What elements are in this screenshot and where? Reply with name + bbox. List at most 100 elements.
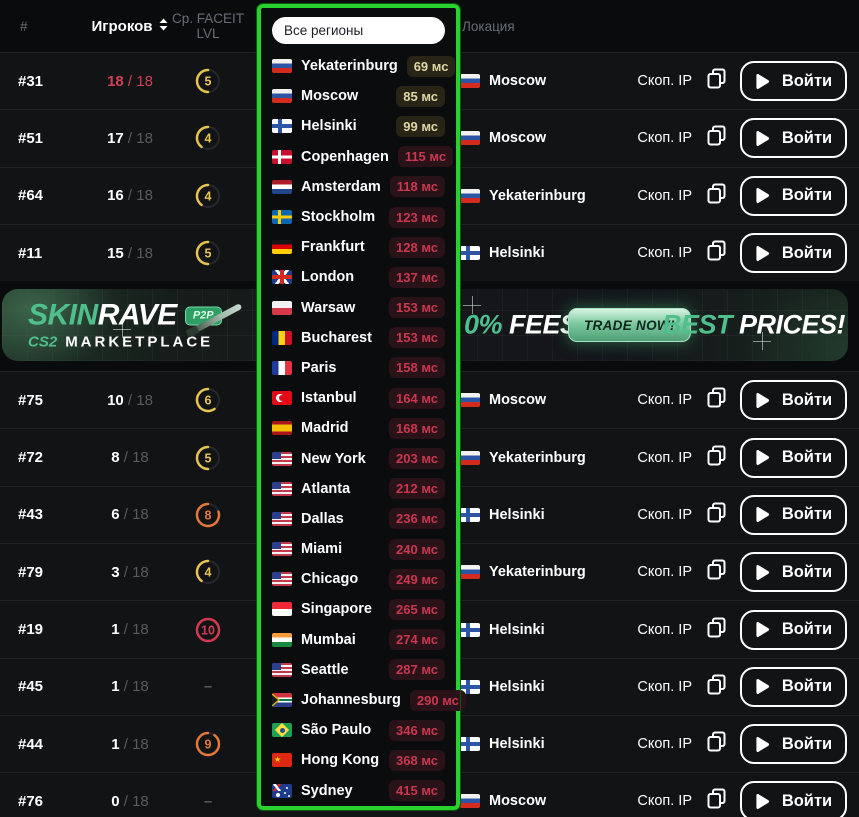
svg-text:10: 10	[201, 623, 215, 637]
join-button[interactable]: Войти	[740, 667, 847, 707]
region-option[interactable]: Sydney 415 мс	[272, 776, 445, 806]
region-option[interactable]: Mumbai 274 мс	[272, 625, 445, 655]
copy-ip-button[interactable]	[692, 181, 740, 211]
copy-ip-label[interactable]: Скоп. IP	[630, 507, 692, 523]
server-rank: #43	[0, 506, 90, 523]
sort-arrows-icon	[158, 18, 169, 35]
location-cell: Moscow	[460, 793, 630, 809]
join-button[interactable]: Войти	[740, 118, 847, 158]
faceit-level-gauge: 10	[170, 615, 246, 645]
region-option[interactable]: Johannesburg 290 мс	[272, 685, 445, 715]
region-option[interactable]: Madrid 168 мс	[272, 413, 445, 443]
region-ping-badge: 69 мс	[407, 56, 456, 77]
header-players-sort[interactable]: Игроков	[90, 18, 170, 35]
region-city: Atlanta	[301, 481, 350, 497]
join-cell: Войти	[740, 176, 859, 216]
flag-fi-icon	[460, 737, 480, 751]
brand-rave: RAVE	[98, 299, 177, 332]
region-option[interactable]: Stockholm 123 мс	[272, 202, 445, 232]
copy-ip-button[interactable]	[692, 615, 740, 645]
region-city: Warsaw	[301, 300, 355, 316]
region-option[interactable]: Moscow 85 мс	[272, 81, 445, 111]
header-players-label: Игроков	[91, 18, 152, 35]
join-button[interactable]: Войти	[740, 495, 847, 535]
region-option[interactable]: Singapore 265 мс	[272, 594, 445, 624]
server-rank: #31	[0, 73, 90, 90]
region-option[interactable]: Paris 158 мс	[272, 353, 445, 383]
copy-ip-label[interactable]: Скоп. IP	[630, 622, 692, 638]
join-button[interactable]: Войти	[740, 781, 847, 817]
region-dropdown: Yekaterinburg 69 мс Moscow 85 мс Helsink…	[257, 4, 460, 810]
region-search-input[interactable]	[272, 17, 445, 44]
copy-ip-label[interactable]: Скоп. IP	[630, 793, 692, 809]
region-option[interactable]: Miami 240 мс	[272, 534, 445, 564]
faceit-level-gauge: 9	[170, 729, 246, 759]
join-button[interactable]: Войти	[740, 176, 847, 216]
region-option[interactable]: Frankfurt 128 мс	[272, 232, 445, 262]
copy-ip-label[interactable]: Скоп. IP	[630, 130, 692, 146]
join-button[interactable]: Войти	[740, 724, 847, 764]
region-option[interactable]: São Paulo 346 мс	[272, 715, 445, 745]
region-option[interactable]: Dallas 236 мс	[272, 504, 445, 534]
join-button[interactable]: Войти	[740, 610, 847, 650]
server-browser-page: # Игроков Ср. FACEIT LVL Локация #31 18 …	[0, 0, 859, 817]
region-option[interactable]: Chicago 249 мс	[272, 564, 445, 594]
location-city: Helsinki	[489, 622, 545, 638]
region-option[interactable]: London 137 мс	[272, 262, 445, 292]
region-ping-badge: 368 мс	[389, 750, 445, 771]
copy-ip-button[interactable]	[692, 66, 740, 96]
location-city: Moscow	[489, 73, 546, 89]
zero-fees-text: 0% FEES	[464, 310, 578, 341]
region-option[interactable]: Warsaw 153 мс	[272, 293, 445, 323]
copy-ip-label[interactable]: Скоп. IP	[630, 736, 692, 752]
copy-ip-label[interactable]: Скоп. IP	[630, 450, 692, 466]
flag-br-icon	[272, 723, 292, 737]
location-cell: Helsinki	[460, 507, 630, 523]
copy-ip-button[interactable]	[692, 786, 740, 816]
copy-ip-button[interactable]	[692, 238, 740, 268]
region-option[interactable]: Yekaterinburg 69 мс	[272, 51, 445, 81]
copy-ip-label[interactable]: Скоп. IP	[630, 679, 692, 695]
join-button[interactable]: Войти	[740, 233, 847, 273]
copy-ip-label[interactable]: Скоп. IP	[630, 245, 692, 261]
copy-ip-button[interactable]	[692, 500, 740, 530]
region-option[interactable]: Helsinki 99 мс	[272, 111, 445, 141]
copy-ip-button[interactable]	[692, 385, 740, 415]
flag-ru-icon	[460, 393, 480, 407]
join-cell: Войти	[740, 380, 859, 420]
region-option[interactable]: Copenhagen 115 мс	[272, 142, 445, 172]
players-count: 1 / 18	[90, 621, 170, 638]
flag-nl-icon	[272, 180, 292, 194]
region-option[interactable]: Hong Kong 368 мс	[272, 745, 445, 775]
region-city: Yekaterinburg	[301, 58, 398, 74]
copy-ip-button[interactable]	[692, 672, 740, 702]
region-option[interactable]: Atlanta 212 мс	[272, 474, 445, 504]
copy-ip-label[interactable]: Скоп. IP	[630, 392, 692, 408]
copy-ip-button[interactable]	[692, 123, 740, 153]
flag-hk-icon	[272, 753, 292, 767]
join-cell: Войти	[740, 61, 859, 101]
server-rank: #51	[0, 130, 90, 147]
location-cell: Helsinki	[460, 245, 630, 261]
copy-ip-label[interactable]: Скоп. IP	[630, 188, 692, 204]
sparkle-decoration	[762, 341, 763, 342]
join-button[interactable]: Войти	[740, 61, 847, 101]
region-option[interactable]: New York 203 мс	[272, 443, 445, 473]
join-button[interactable]: Войти	[740, 438, 847, 478]
region-city: Amsterdam	[301, 179, 381, 195]
region-option[interactable]: Amsterdam 118 мс	[272, 172, 445, 202]
join-button[interactable]: Войти	[740, 552, 847, 592]
faceit-level-gauge: 4	[170, 123, 246, 153]
region-city: Stockholm	[301, 209, 375, 225]
copy-ip-label[interactable]: Скоп. IP	[630, 73, 692, 89]
join-button[interactable]: Войти	[740, 380, 847, 420]
region-option[interactable]: Seattle 287 мс	[272, 655, 445, 685]
copy-ip-label[interactable]: Скоп. IP	[630, 564, 692, 580]
faceit-level-gauge: –	[170, 678, 246, 695]
location-city: Helsinki	[489, 507, 545, 523]
region-option[interactable]: Istanbul 164 мс	[272, 383, 445, 413]
region-option[interactable]: Bucharest 153 мс	[272, 323, 445, 353]
copy-ip-button[interactable]	[692, 557, 740, 587]
copy-ip-button[interactable]	[692, 443, 740, 473]
copy-ip-button[interactable]	[692, 729, 740, 759]
